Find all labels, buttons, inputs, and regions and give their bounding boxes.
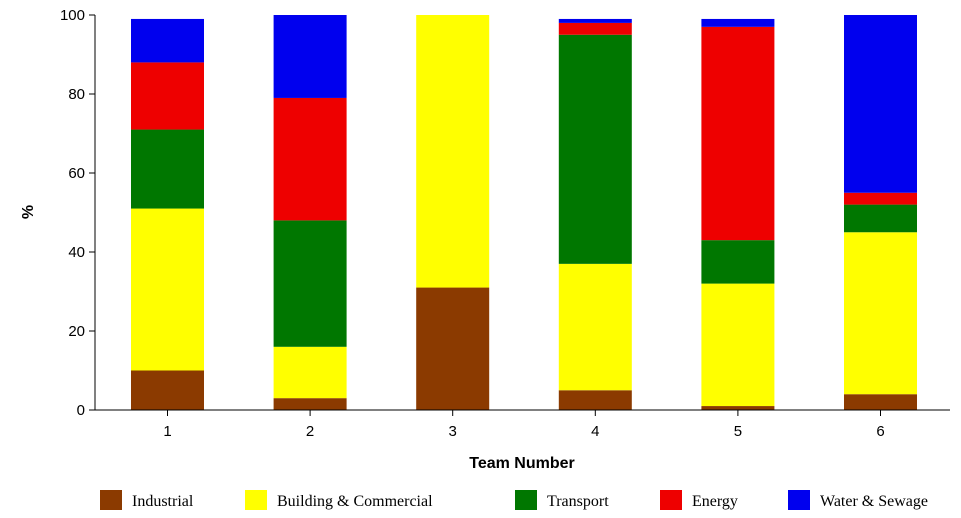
bar-segment [131,129,204,209]
legend-swatch [660,490,682,510]
bar-segment [701,283,775,407]
bar-segment [131,370,204,410]
bar-segment [273,97,347,221]
bar-segment [701,26,775,241]
bars-layer [131,15,917,410]
bar-segment [558,22,632,35]
bar-segment [844,204,917,233]
x-ticks: 1 2 3 4 5 6 [163,410,885,440]
y-tick-label: 0 [77,402,85,419]
legend-swatch [100,490,122,510]
bar-segment [844,232,917,395]
y-ticks: 0 20 40 60 80 100 [60,7,95,419]
y-tick-label: 40 [68,244,85,261]
bar-segment [273,15,347,98]
bar-segment [844,394,917,410]
bar-segment [273,220,347,347]
legend-label: Energy [692,493,738,510]
x-axis-title: Team Number [469,455,575,472]
bar-segment [558,18,632,23]
x-tick-label: 6 [876,423,884,440]
bar-segment [701,240,775,284]
bar-segment [131,208,204,371]
bar-segment [844,192,917,205]
legend-swatch [788,490,810,510]
legend-swatch [515,490,537,510]
bar-segment [701,406,775,410]
legend-label: Water & Sewage [820,493,928,510]
bar-segment [416,287,490,410]
x-tick-label: 1 [163,423,171,440]
bar-segment [273,346,347,399]
bar-segment [131,62,204,130]
bar-segment [558,34,632,264]
y-tick-label: 80 [68,86,85,103]
x-tick-label: 5 [734,423,742,440]
legend-label: Building & Commercial [277,493,433,510]
legend-swatch [245,490,267,510]
x-tick-label: 2 [306,423,314,440]
bar-segment [131,18,204,63]
legend-label: Transport [547,493,609,510]
bar-segment [558,390,632,410]
bar-segment [416,15,490,288]
bar-segment [701,18,775,27]
bar-segment [558,263,632,391]
y-tick-label: 100 [60,7,85,24]
legend: Industrial Building & Commercial Transport… [100,490,928,510]
x-tick-label: 4 [591,423,599,440]
y-tick-label: 20 [68,323,85,340]
x-tick-label: 3 [449,423,457,440]
axes-layer [94,15,950,411]
y-axis-title: % [20,205,37,219]
y-tick-label: 60 [68,165,85,182]
bar-segment [273,398,347,410]
bar-segment [844,15,917,193]
legend-label: Industrial [132,493,194,510]
